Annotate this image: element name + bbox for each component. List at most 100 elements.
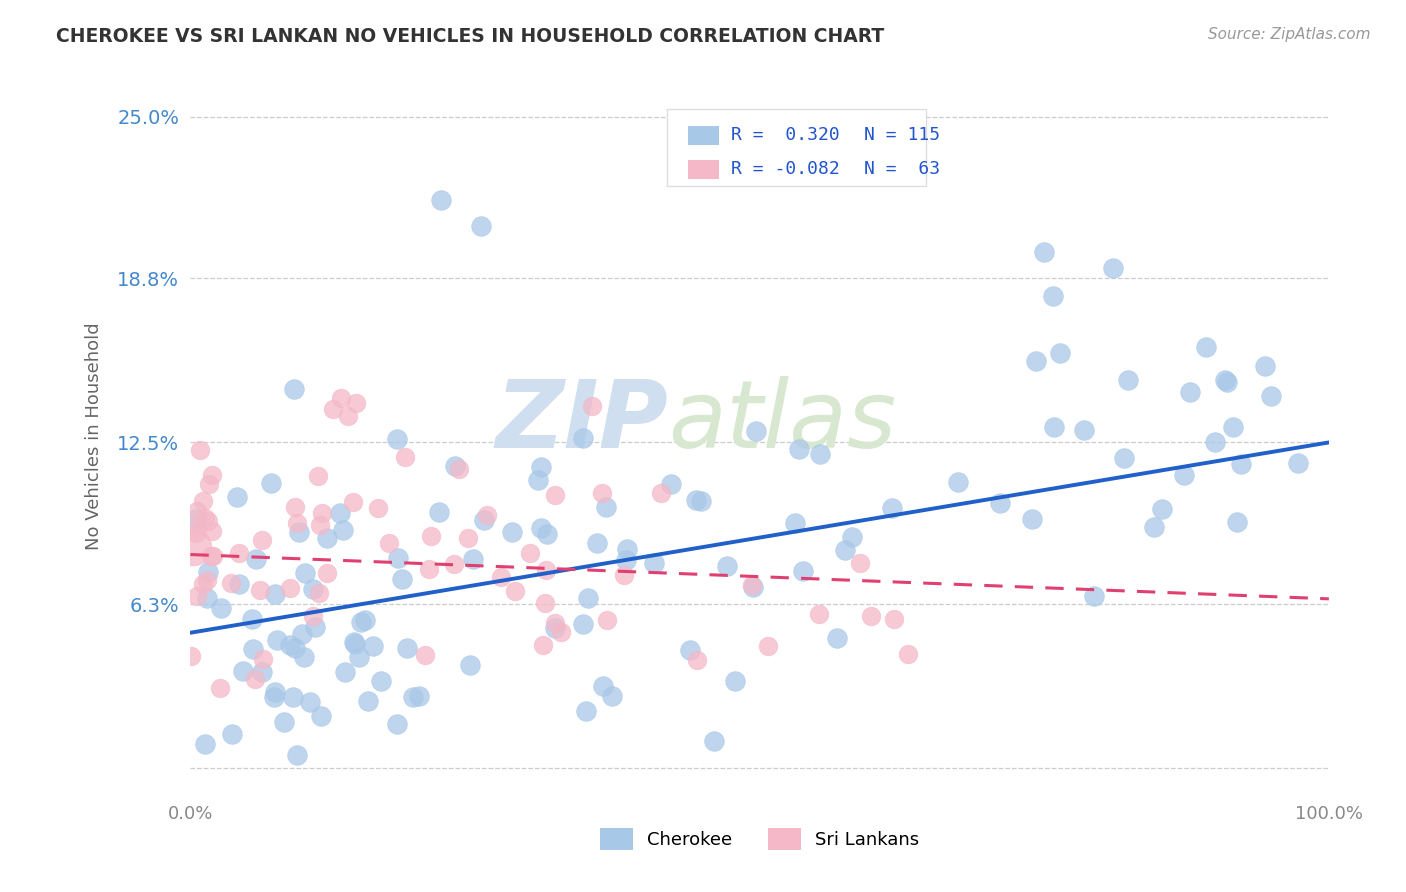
Point: [336, 409, 359, 424]
Point: [391, 572, 413, 586]
Point: [572, 617, 595, 632]
Point: [302, 609, 325, 624]
Point: [263, 690, 285, 704]
Point: [534, 596, 557, 610]
Point: [283, 382, 305, 396]
Point: [461, 552, 484, 566]
Point: [221, 727, 243, 741]
Point: [457, 531, 479, 545]
Point: [741, 578, 763, 592]
Point: [1112, 451, 1135, 466]
Point: [186, 589, 208, 603]
Point: [294, 566, 316, 581]
Point: [198, 476, 221, 491]
Point: [543, 488, 565, 502]
Point: [387, 432, 409, 446]
Point: [316, 566, 339, 580]
Text: ZIP: ZIP: [496, 376, 669, 467]
Point: [307, 468, 329, 483]
Point: [1042, 289, 1064, 303]
Point: [1222, 419, 1244, 434]
Point: [883, 612, 905, 626]
Text: N =  63: N = 63: [865, 160, 941, 178]
Point: [613, 568, 636, 582]
Point: [188, 443, 211, 458]
Point: [304, 620, 326, 634]
Text: Source: ZipAtlas.com: Source: ZipAtlas.com: [1208, 27, 1371, 42]
Point: [219, 576, 242, 591]
Point: [191, 577, 214, 591]
Point: [689, 494, 711, 508]
Point: [1043, 420, 1066, 434]
Text: atlas: atlas: [669, 376, 897, 467]
Point: [350, 615, 373, 629]
Point: [243, 672, 266, 686]
Point: [659, 477, 682, 491]
Point: [394, 450, 416, 465]
Point: [1021, 512, 1043, 526]
Point: [742, 581, 765, 595]
Point: [308, 586, 330, 600]
Point: [430, 193, 453, 207]
Point: [260, 476, 283, 491]
Point: [186, 504, 208, 518]
Point: [686, 653, 709, 667]
Point: [329, 391, 352, 405]
Point: [530, 459, 553, 474]
Point: [191, 494, 214, 508]
Point: [418, 562, 440, 576]
Point: [226, 490, 249, 504]
Point: [1178, 384, 1201, 399]
Point: [880, 501, 903, 516]
Point: [1204, 434, 1226, 449]
Point: [420, 529, 443, 543]
Point: [460, 658, 482, 673]
Point: [402, 690, 425, 704]
Point: [534, 563, 557, 577]
Point: [200, 549, 222, 563]
Point: [285, 748, 308, 763]
Point: [292, 649, 315, 664]
Legend: Cherokee, Sri Lankans: Cherokee, Sri Lankans: [593, 821, 927, 857]
Point: [232, 664, 254, 678]
Point: [263, 684, 285, 698]
Point: [209, 600, 232, 615]
Point: [201, 524, 224, 539]
Point: [264, 587, 287, 601]
Point: [581, 399, 603, 413]
Point: [184, 511, 207, 525]
Point: [616, 541, 638, 556]
Point: [783, 516, 806, 531]
Point: [311, 506, 333, 520]
Point: [367, 501, 389, 516]
Point: [285, 516, 308, 530]
Point: [643, 556, 665, 570]
Y-axis label: No Vehicles in Household: No Vehicles in Household: [86, 322, 103, 549]
Point: [201, 468, 224, 483]
Point: [385, 717, 408, 731]
Text: CHEROKEE VS SRI LANKAN NO VEHICLES IN HOUSEHOLD CORRELATION CHART: CHEROKEE VS SRI LANKAN NO VEHICLES IN HO…: [56, 27, 884, 45]
Point: [685, 493, 707, 508]
Text: R = -0.082: R = -0.082: [731, 160, 839, 178]
Point: [988, 496, 1011, 510]
Point: [792, 564, 814, 578]
Point: [1073, 423, 1095, 437]
Point: [354, 613, 377, 627]
Point: [585, 536, 607, 550]
Point: [1152, 502, 1174, 516]
Point: [1195, 340, 1218, 354]
Point: [544, 621, 567, 635]
Point: [897, 647, 920, 661]
Point: [1033, 245, 1056, 260]
Point: [489, 569, 512, 583]
Point: [724, 673, 747, 688]
Point: [344, 396, 367, 410]
Point: [195, 573, 218, 587]
Point: [242, 642, 264, 657]
Point: [703, 733, 725, 747]
Point: [194, 511, 217, 525]
Point: [501, 525, 523, 540]
Point: [197, 514, 219, 528]
Point: [194, 737, 217, 751]
Point: [834, 543, 856, 558]
